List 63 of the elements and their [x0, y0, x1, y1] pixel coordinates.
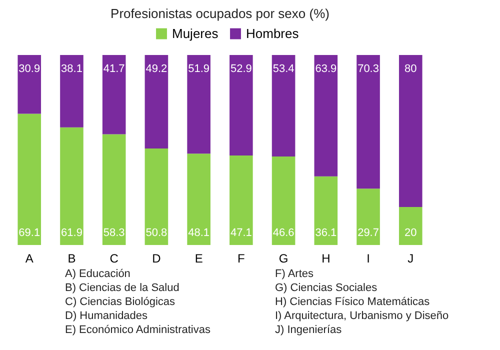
data-label: 20 [404, 227, 417, 239]
bar [187, 154, 210, 245]
bar [102, 134, 126, 245]
x-tick-label: H [322, 252, 330, 266]
x-tick-label: F [238, 252, 245, 266]
bar [272, 156, 296, 245]
bar [144, 55, 168, 148]
x-tick-label: B [68, 252, 76, 266]
bar [18, 55, 42, 114]
data-label: 61.9 [61, 227, 82, 239]
x-tick-label: D [152, 252, 162, 266]
bar [60, 55, 84, 128]
text: E) Económico Administrativas [65, 324, 211, 336]
data-label: 51.9 [188, 63, 210, 75]
bar [398, 207, 422, 245]
bar [356, 55, 380, 189]
data-label: 29.7 [358, 227, 379, 239]
bar [272, 55, 296, 156]
x-tick-label: J [408, 252, 414, 266]
data-label: 46.6 [272, 227, 294, 239]
data-label: 48.1 [188, 227, 210, 239]
data-label: 80 [404, 63, 417, 75]
bar [102, 55, 126, 134]
text: B) Ciencias de la Salud [65, 282, 180, 294]
data-label: 41.7 [103, 63, 125, 75]
x-tick-label: A [25, 252, 34, 266]
data-label: 30.9 [18, 63, 40, 75]
text: J) Ingenierías [275, 324, 342, 336]
text: A) Educación [65, 268, 130, 280]
bar [230, 55, 253, 156]
data-label: 53.4 [272, 63, 294, 75]
chart-title: Profesionistas ocupados por sexo (%) [110, 6, 330, 21]
bar [314, 176, 338, 245]
text: H) Ciencias Físico Matemáticas [275, 296, 430, 308]
data-label: 69.1 [18, 227, 40, 239]
data-label: 50.8 [146, 227, 168, 239]
x-tick-label: C [110, 252, 119, 266]
text: G) Ciencias Sociales [275, 282, 378, 294]
data-label: 49.2 [146, 63, 168, 75]
bar [314, 55, 338, 176]
bar [18, 114, 42, 245]
bar [144, 148, 168, 245]
data-label: 38.1 [61, 63, 82, 75]
data-label: 52.9 [230, 63, 252, 75]
bar [60, 127, 84, 245]
text: I) Arquitectura, Urbanismo y Diseño [275, 310, 449, 322]
bar [356, 188, 380, 245]
text: D) Humanidades [65, 310, 148, 322]
text: C) Ciencias Biológicas [65, 296, 176, 308]
data-label: 47.1 [230, 227, 252, 239]
data-label: 63.9 [315, 63, 337, 75]
data-label: 58.3 [103, 227, 125, 239]
bar [187, 55, 210, 154]
x-tick-label: I [366, 252, 370, 266]
data-label: 70.3 [358, 63, 379, 75]
bar [230, 156, 253, 245]
text: F) Artes [275, 268, 314, 280]
data-label: 36.1 [315, 227, 337, 239]
bar [398, 55, 422, 207]
legend-label: Hombres [246, 26, 300, 41]
legend-label: Mujeres [172, 26, 219, 41]
x-tick-label: E [194, 252, 203, 266]
x-tick-label: G [278, 252, 288, 266]
